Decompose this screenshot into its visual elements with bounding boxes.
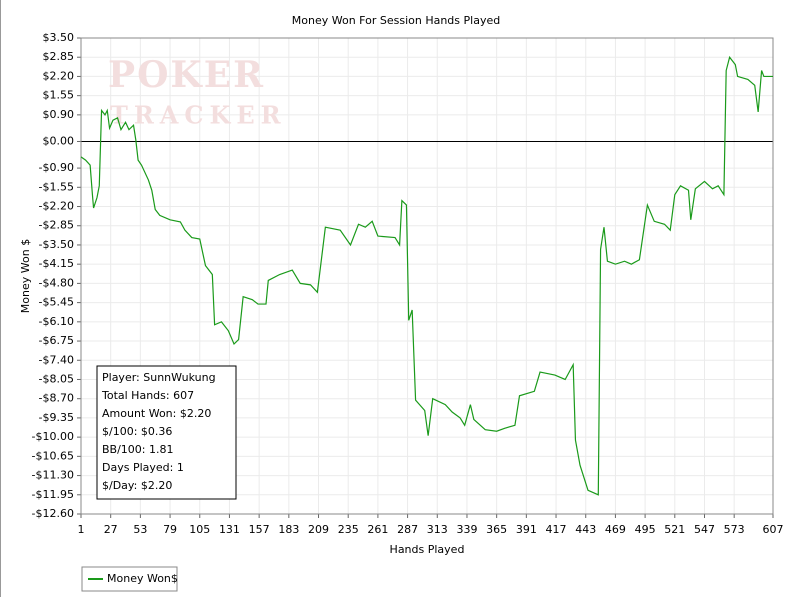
x-tick-label: 1: [78, 523, 85, 536]
watermark: TRACKER: [110, 101, 287, 130]
y-tick-label: $0.90: [43, 108, 75, 121]
stats-frame: [96, 365, 237, 500]
x-tick-label: 313: [427, 523, 448, 536]
y-tick-label: -$2.20: [39, 200, 74, 213]
stats-line: $/Day: $2.20: [102, 479, 172, 492]
y-tick-label: -$5.45: [39, 296, 74, 309]
y-tick-label: $0.00: [43, 134, 75, 147]
y-axis-label: Money Won $: [19, 239, 32, 313]
stats-line: Days Played: 1: [102, 461, 184, 474]
y-tick-label: -$12.60: [32, 507, 74, 520]
x-tick-label: 261: [367, 523, 388, 536]
y-tick-label: -$10.65: [32, 449, 74, 462]
y-tick-label: -$0.90: [39, 161, 74, 174]
watermark: POKER: [108, 54, 265, 96]
y-tick-label: -$11.30: [32, 469, 74, 482]
x-tick-label: 469: [605, 523, 626, 536]
y-tick-label: -$9.35: [39, 411, 74, 424]
x-tick-label: 365: [486, 523, 507, 536]
x-tick-label: 417: [546, 523, 567, 536]
x-tick-label: 607: [763, 523, 784, 536]
x-tick-label: 573: [724, 523, 745, 536]
x-tick-label: 495: [635, 523, 656, 536]
y-tick-label: -$6.10: [39, 315, 74, 328]
plot-border: [80, 37, 774, 515]
y-tick-label: -$7.40: [39, 353, 74, 366]
x-tick-label: 391: [516, 523, 537, 536]
y-tick-label: -$8.70: [39, 392, 74, 405]
y-tick-label: -$4.15: [39, 257, 74, 270]
stats-box: Player: SunnWukung Total Hands: 607 Amount…: [96, 365, 237, 500]
x-tick-label: 79: [163, 523, 177, 536]
x-tick-label: 547: [694, 523, 715, 536]
x-tick-label: 53: [133, 523, 147, 536]
x-tick-label: 235: [338, 523, 359, 536]
x-tick-label: 443: [575, 523, 596, 536]
y-tick-label: -$11.95: [32, 488, 74, 501]
legend-label: Money Won$: [107, 572, 178, 585]
x-tick-label: 105: [189, 523, 210, 536]
legend: Money Won$: [81, 566, 178, 592]
stats-line: $/100: $0.36: [102, 425, 172, 438]
x-axis-label: Hands Played: [390, 543, 465, 556]
x-tick-label: 183: [278, 523, 299, 536]
y-tick-label: -$4.80: [39, 276, 74, 289]
x-tick-label: 209: [308, 523, 329, 536]
y-tick-label: -$6.75: [39, 334, 74, 347]
y-tick-label: -$10.00: [32, 430, 74, 443]
x-tick-label: 339: [456, 523, 477, 536]
x-tick-label: 521: [664, 523, 685, 536]
x-tick-label: 287: [397, 523, 418, 536]
stats-line: Amount Won: $2.20: [102, 407, 211, 420]
stats-line: Total Hands: 607: [101, 389, 194, 402]
y-tick-label: -$3.50: [39, 238, 74, 251]
y-tick-label: $2.20: [43, 69, 75, 82]
stats-line: Player: SunnWukung: [102, 371, 216, 384]
y-tick-label: -$1.55: [39, 180, 74, 193]
x-tick-label: 131: [219, 523, 240, 536]
y-tick-label: -$2.85: [39, 219, 74, 232]
y-tick-label: $2.85: [43, 50, 75, 63]
stats-line: BB/100: 1.81: [102, 443, 174, 456]
y-tick-label: -$8.05: [39, 372, 74, 385]
y-tick-label: $1.55: [43, 89, 75, 102]
y-tick-label: $3.50: [43, 31, 75, 44]
chart-title: Money Won For Session Hands Played: [292, 14, 500, 27]
series-line: [80, 55, 773, 496]
x-tick-label: 27: [104, 523, 118, 536]
x-tick-label: 157: [249, 523, 270, 536]
